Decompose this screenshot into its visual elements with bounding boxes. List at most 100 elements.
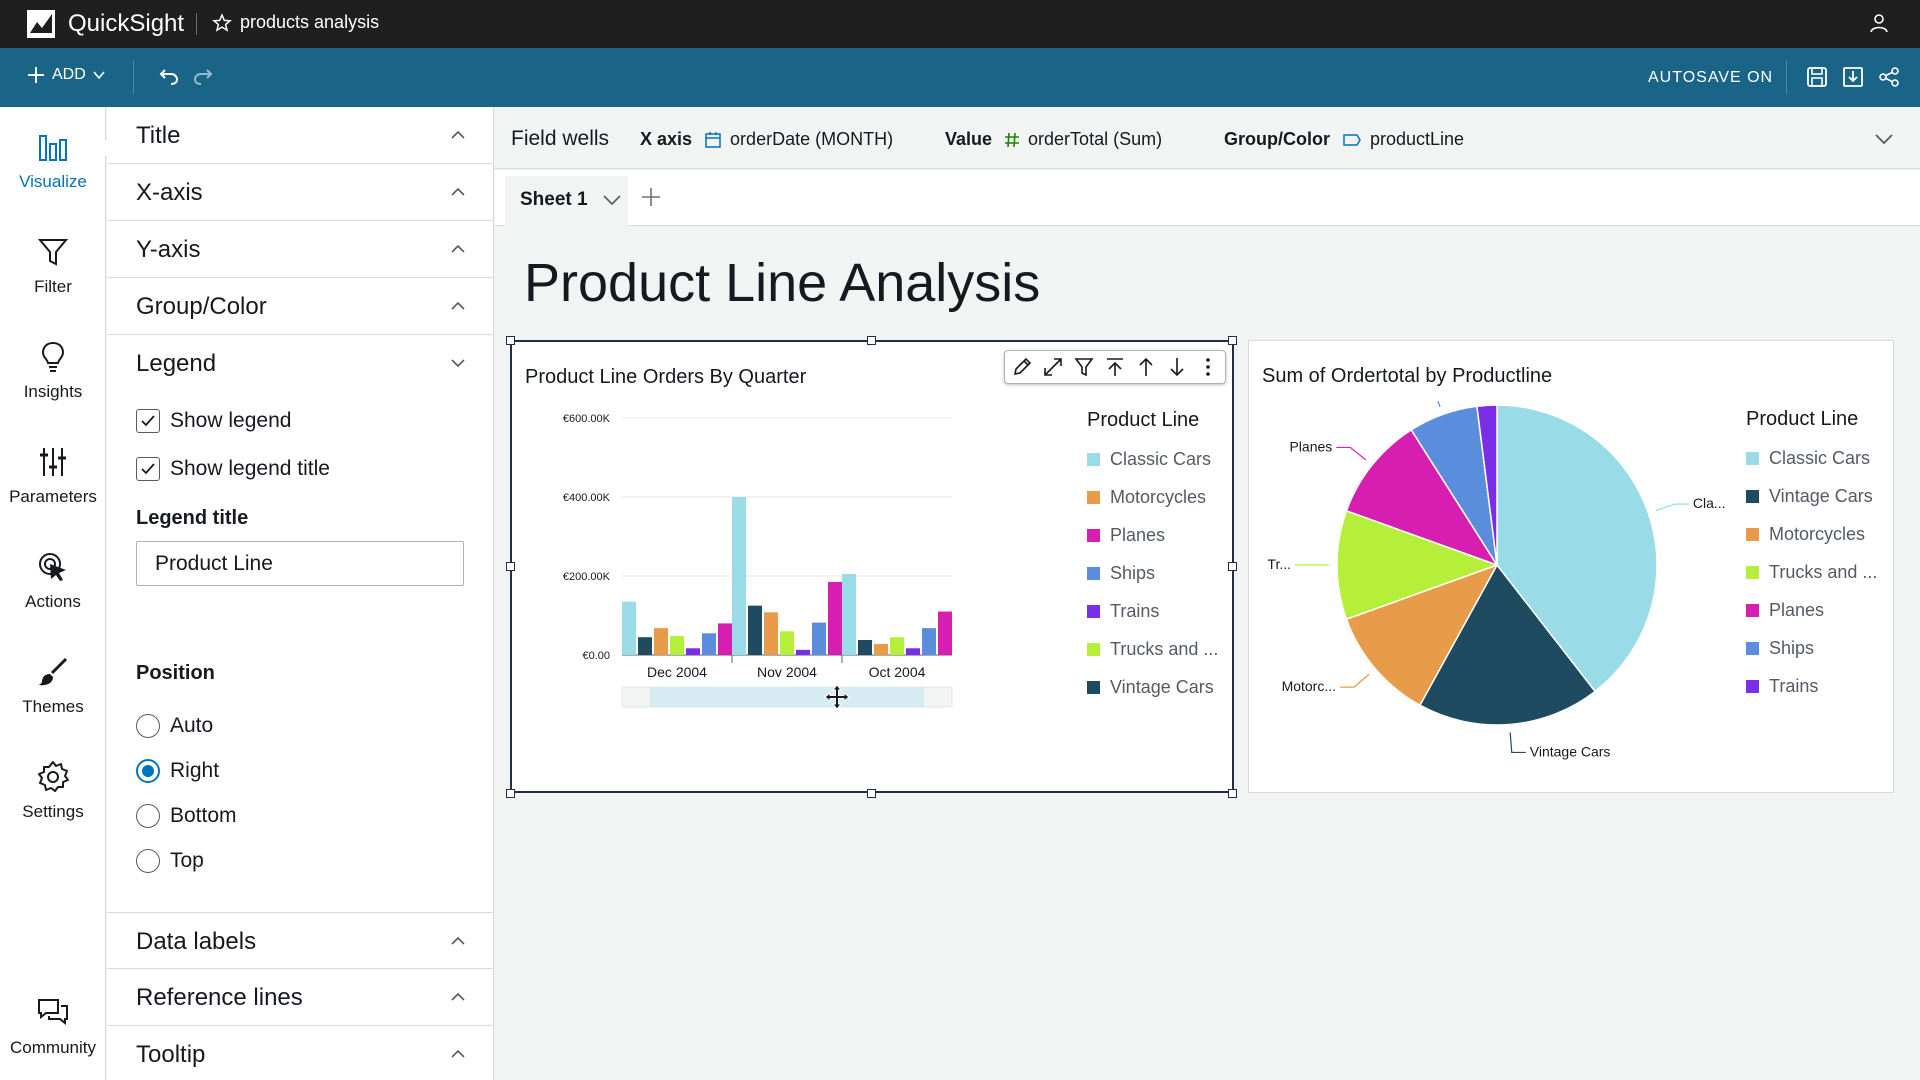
section-y-axis[interactable]: Y-axis [107,221,494,278]
legend-item[interactable]: Motorcycles [1746,524,1865,545]
pencil-icon[interactable] [1011,356,1033,378]
section-label: X-axis [136,179,203,206]
rail-item-parameters[interactable]: Parameters [0,445,106,535]
rail-label: Community [10,1038,96,1057]
legend-swatch [1746,490,1759,503]
resize-handle[interactable] [867,789,876,798]
legend-item[interactable]: Motorcycles [1087,487,1206,508]
radio-button[interactable] [136,714,160,738]
resize-handle[interactable] [1228,336,1237,345]
bar [686,648,700,655]
arrow-up-icon[interactable] [1135,356,1157,378]
rail-item-actions[interactable]: Actions [0,550,106,640]
bar-chart-visual[interactable]: Product Line Orders By Quarter €600.00K €… [510,340,1234,793]
rail-item-visualize[interactable]: Visualize [0,130,106,220]
rail-item-settings[interactable]: Settings [0,760,106,850]
section-legend[interactable]: Legend [107,335,494,392]
star-icon[interactable] [212,12,232,33]
document-title[interactable]: products analysis [212,12,379,33]
value-well[interactable]: Value orderTotal (Sum) [945,129,1162,150]
chevron-down-icon[interactable] [602,193,622,207]
chevron-down-icon[interactable] [1874,131,1894,147]
legend-label: Ships [1769,638,1815,658]
save-icon[interactable] [1806,66,1828,88]
section-group-color[interactable]: Group/Color [107,278,494,335]
resize-handle[interactable] [1228,562,1237,571]
x-axis-well[interactable]: X axis orderDate (MONTH) [640,129,893,150]
share-icon[interactable] [1878,66,1900,88]
legend-item[interactable]: Trains [1746,676,1818,697]
bar [732,497,746,655]
filter-icon [37,239,69,266]
redo-icon[interactable] [192,66,216,88]
add-button[interactable]: ADD [26,65,106,85]
position-radio-right[interactable]: Right [136,759,219,783]
legend-item[interactable]: Trucks and ... [1746,562,1877,583]
left-rail: Visualize Filter Insights Parameters Act… [0,107,115,1080]
chevron-down-icon [93,71,105,80]
expand-icon[interactable] [1042,356,1064,378]
resize-handle[interactable] [506,789,515,798]
bar [906,648,920,655]
rail-item-community[interactable]: Community [0,996,106,1080]
legend-item[interactable]: Trucks and ... [1087,639,1218,660]
legend-swatch [1746,604,1759,617]
radio-button-selected[interactable] [136,759,160,783]
resize-handle[interactable] [867,336,876,345]
rail-item-insights[interactable]: Insights [0,340,106,430]
resize-handle[interactable] [506,336,515,345]
section-tooltip[interactable]: Tooltip [107,1026,494,1080]
legend-item[interactable]: Vintage Cars [1087,677,1214,698]
field-wells-bar[interactable]: Field wells X axis orderDate (MONTH) Val… [495,107,1920,169]
move-to-top-icon[interactable] [1104,356,1126,378]
legend-item[interactable]: Classic Cars [1746,448,1870,469]
brand[interactable]: QuickSight [26,9,184,39]
legend-item[interactable]: Planes [1746,600,1824,621]
show-legend-title-checkbox[interactable]: Show legend title [136,457,330,481]
move-cursor-icon [824,684,850,710]
pie-chart-visual[interactable]: Sum of Ordertotal by Productline Cla... V… [1248,340,1894,793]
resize-handle[interactable] [506,562,515,571]
section-label: Tooltip [136,1041,206,1068]
checkbox[interactable] [136,457,160,481]
tab-sheet-1[interactable]: Sheet 1 [505,176,628,226]
legend-item[interactable]: Planes [1087,525,1165,546]
bar-chart-plot[interactable]: €600.00K €400.00K €200.00K €0.00 Dec 2004 Nov… [512,402,1072,782]
section-title[interactable]: Title [107,107,494,164]
show-legend-checkbox[interactable]: Show legend [136,409,291,433]
legend-label: Trains [1110,601,1160,621]
gear-icon [38,761,69,792]
legend-title-input[interactable] [136,541,464,586]
rail-item-themes[interactable]: Themes [0,655,106,745]
radio-label: Bottom [170,804,237,827]
position-radio-auto[interactable]: Auto [136,714,213,738]
legend-item[interactable]: Classic Cars [1087,449,1211,470]
undo-icon[interactable] [156,66,180,88]
rail-item-filter[interactable]: Filter [0,235,106,325]
section-data-labels[interactable]: Data labels [107,912,494,969]
position-radio-top[interactable]: Top [136,849,204,873]
position-radio-bottom[interactable]: Bottom [136,804,237,828]
well-label: Group/Color [1224,129,1330,149]
pie-chart-plot[interactable]: Cla...Vintage CarsMotorc...Tr...PlanesSh… [1249,401,1749,781]
radio-button[interactable] [136,849,160,873]
group-color-well[interactable]: Group/Color productLine [1224,129,1464,150]
checkbox[interactable] [136,409,160,433]
radio-button[interactable] [136,804,160,828]
legend-item[interactable]: Ships [1087,563,1155,584]
user-icon[interactable] [1868,12,1890,34]
legend-item[interactable]: Ships [1746,638,1814,659]
add-sheet-icon[interactable] [640,186,662,208]
resize-handle[interactable] [1228,789,1237,798]
legend-label: Vintage Cars [1769,486,1873,506]
autosave-status[interactable]: AUTOSAVE ON [1648,69,1774,86]
arrow-down-icon[interactable] [1166,356,1188,378]
more-options-icon[interactable] [1197,356,1219,378]
legend-item[interactable]: Trains [1087,601,1159,622]
section-x-axis[interactable]: X-axis [107,164,494,221]
download-icon[interactable] [1842,66,1864,88]
section-reference-lines[interactable]: Reference lines [107,969,494,1026]
sheet-tabs: Sheet 1 [495,170,1920,226]
legend-item[interactable]: Vintage Cars [1746,486,1873,507]
filter-icon[interactable] [1073,356,1095,378]
